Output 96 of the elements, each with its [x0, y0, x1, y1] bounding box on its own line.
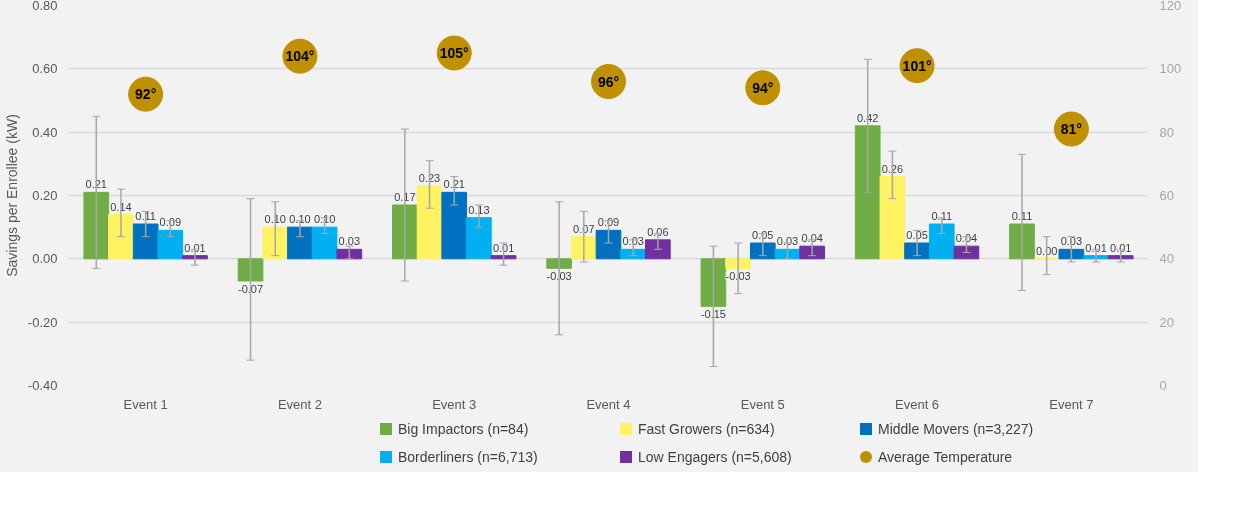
x-tick-label: Event 7	[1049, 396, 1094, 412]
data-label: 0.04	[955, 232, 978, 245]
x-tick-label: Event 3	[432, 396, 477, 412]
data-label: -0.03	[725, 270, 751, 283]
data-label: 81°	[1060, 121, 1082, 137]
bar	[595, 229, 622, 260]
x-tick-label: Event 6	[895, 396, 940, 412]
bar	[108, 214, 134, 260]
y-axis-title: Savings per Enrollee (kW)	[3, 114, 20, 277]
bar	[700, 258, 727, 307]
data-label: 0.09	[597, 216, 620, 229]
bar	[799, 245, 825, 260]
bar	[1058, 248, 1085, 260]
bar	[725, 258, 751, 269]
bar	[1009, 223, 1035, 260]
data-label: 0.10	[313, 213, 336, 226]
data-label: 104°	[285, 48, 315, 65]
data-label: -0.15	[700, 308, 726, 321]
bar	[132, 223, 159, 260]
y2-tick-label: 100	[1159, 61, 1182, 77]
x-tick-label: Event 5	[740, 396, 785, 412]
bar	[490, 255, 517, 260]
bar	[854, 125, 881, 260]
bar	[749, 242, 776, 260]
data-label: 0.42	[857, 111, 879, 124]
data-label: 105°	[439, 45, 469, 61]
bar	[953, 245, 980, 260]
x-tick-label: Event 2	[277, 396, 322, 412]
data-label: 0.04	[801, 232, 823, 245]
data-label: 0.03	[338, 235, 361, 248]
bar	[904, 242, 930, 260]
legend-label: Fast Growers (n=634)	[638, 420, 775, 439]
data-label: 0.03	[776, 235, 799, 248]
data-label: 0.03	[622, 235, 644, 248]
bar	[441, 191, 468, 260]
bar	[392, 204, 418, 260]
y-tick-label: 0.40	[32, 124, 58, 140]
bar	[1107, 255, 1134, 260]
y-tick-label: 0.00	[32, 251, 58, 267]
y-tick-label: -0.40	[27, 378, 58, 393]
bar	[287, 226, 313, 260]
y2-tick-label: 120	[1159, 0, 1182, 13]
data-label: 0.06	[647, 225, 669, 238]
data-label: 0.11	[1011, 210, 1033, 222]
bar	[774, 248, 801, 260]
bar	[416, 185, 443, 260]
y-tick-label: 0.80	[32, 0, 58, 13]
data-label: 0.01	[184, 241, 206, 254]
bar	[879, 176, 906, 260]
x-tick-label: Event 1	[123, 396, 168, 412]
bar	[182, 255, 208, 260]
data-label: 0.11	[135, 210, 156, 222]
data-label: 0.09	[159, 216, 182, 229]
data-label: 0.14	[110, 200, 132, 213]
data-label: 101°	[902, 57, 932, 74]
bar	[546, 258, 572, 269]
data-label: 0.10	[264, 213, 286, 226]
data-label: 0.01	[1110, 241, 1132, 254]
data-label: 0.01	[1085, 241, 1107, 254]
data-label: 0.13	[468, 203, 490, 216]
legend-label: Big Impactors (n=84)	[398, 420, 529, 439]
y2-tick-label: 40	[1159, 251, 1174, 267]
bar	[83, 191, 110, 260]
bar	[620, 248, 647, 260]
data-label: 0.21	[443, 178, 465, 191]
bar	[928, 223, 955, 260]
bar	[262, 226, 289, 260]
data-label: 0.07	[573, 222, 595, 235]
data-label: 0.05	[906, 229, 928, 241]
legend-label: Middle Movers (n=3,227)	[878, 420, 1034, 439]
data-label: 96°	[597, 73, 620, 90]
data-label: 94°	[752, 79, 774, 96]
y2-tick-label: 20	[1159, 314, 1174, 330]
y-tick-label: 0.60	[32, 61, 58, 77]
data-label: 0.05	[752, 229, 774, 241]
bar	[237, 258, 264, 282]
y2-tick-label: 0	[1159, 378, 1167, 393]
bar	[336, 248, 363, 260]
data-label: -0.03	[546, 270, 572, 283]
bar	[466, 217, 492, 260]
bar	[645, 239, 671, 260]
data-label: 0.17	[394, 191, 416, 203]
y2-tick-label: 80	[1159, 124, 1174, 140]
bar	[157, 229, 184, 260]
data-label: 0.10	[289, 213, 311, 226]
y-tick-label: 0.20	[32, 188, 58, 203]
x-tick-label: Event 4	[586, 396, 631, 412]
data-label: 0.11	[931, 210, 953, 222]
legend-label: Average Temperature	[878, 448, 1013, 467]
legend-label: Low Engagers (n=5,608)	[638, 448, 792, 467]
y2-tick-label: 60	[1159, 188, 1174, 203]
bar	[311, 226, 338, 260]
data-label: -0.07	[238, 283, 264, 295]
y-tick-label: -0.20	[27, 314, 58, 330]
data-label: 92°	[135, 86, 157, 103]
legend-label: Borderliners (n=6,713)	[398, 448, 538, 467]
